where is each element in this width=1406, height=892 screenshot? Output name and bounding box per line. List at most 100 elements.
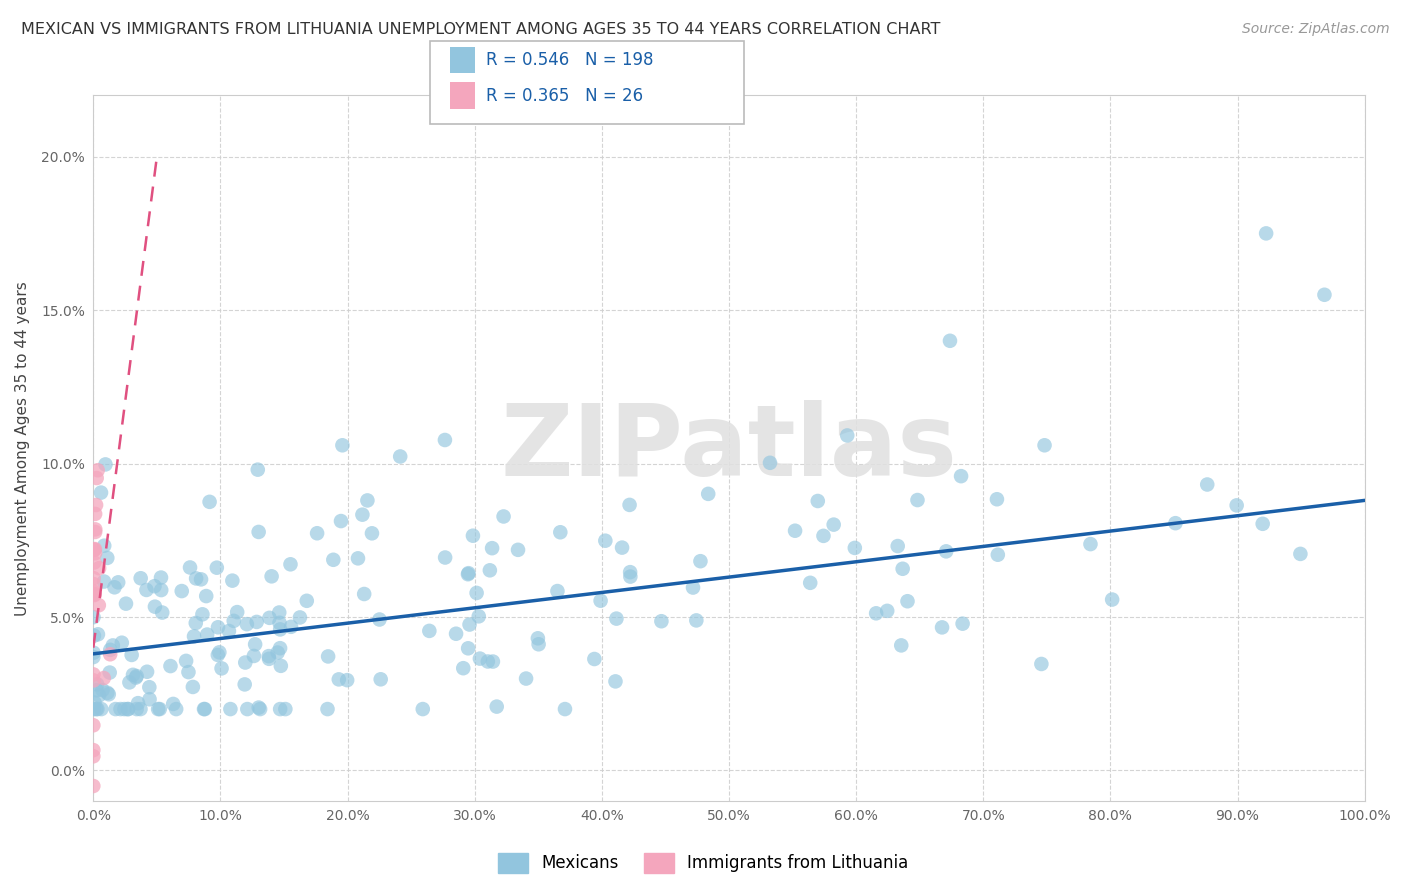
Mexicans (83, 646, 105, 660)
Mexicans (222, 614, 245, 628)
Mexicans (82, 650, 104, 665)
Mexicans (150, 570, 173, 584)
Mexicans (952, 616, 974, 631)
Mexicans (697, 487, 720, 501)
Mexicans (1080, 537, 1102, 551)
Mexicans (125, 671, 148, 685)
Mexicans (249, 702, 271, 716)
Mexicans (844, 541, 866, 555)
Mexicans (783, 524, 806, 538)
Mexicans (269, 623, 291, 637)
Mexicans (149, 702, 172, 716)
Mexicans (112, 702, 135, 716)
Mexicans (101, 639, 124, 653)
Mexicans (143, 599, 166, 614)
Mexicans (107, 575, 129, 590)
Mexicans (481, 541, 503, 556)
Mexicans (950, 469, 973, 483)
Mexicans (179, 560, 201, 574)
Mexicans (935, 544, 957, 558)
Mexicans (987, 548, 1010, 562)
Mexicans (246, 615, 269, 629)
Mexicans (170, 584, 193, 599)
Mexicans (247, 700, 270, 714)
Immigrants from Lithuania (84, 498, 107, 512)
Mexicans (515, 672, 537, 686)
Mexicans (211, 661, 233, 675)
Mexicans (610, 541, 633, 555)
Mexicans (117, 702, 139, 716)
Mexicans (527, 632, 550, 646)
Mexicans (233, 677, 256, 691)
Y-axis label: Unemployment Among Ages 35 to 44 years: Unemployment Among Ages 35 to 44 years (15, 281, 30, 615)
Mexicans (125, 702, 148, 716)
Mexicans (269, 606, 291, 620)
Mexicans (336, 673, 359, 688)
Mexicans (485, 699, 508, 714)
Immigrants from Lithuania (84, 522, 107, 536)
Mexicans (295, 594, 318, 608)
Mexicans (619, 498, 641, 512)
Immigrants from Lithuania (87, 463, 110, 477)
Immigrants from Lithuania (83, 584, 105, 599)
Mexicans (583, 652, 606, 666)
Mexicans (87, 627, 110, 641)
Mexicans (799, 575, 821, 590)
Mexicans (184, 615, 207, 630)
Mexicans (890, 639, 912, 653)
Mexicans (97, 687, 120, 701)
Mexicans (243, 637, 266, 651)
Mexicans (605, 612, 627, 626)
Mexicans (257, 652, 280, 666)
Mexicans (218, 624, 240, 638)
Mexicans (86, 683, 108, 698)
Mexicans (91, 683, 114, 698)
Mexicans (96, 686, 118, 700)
Mexicans (135, 582, 157, 597)
Mexicans (823, 517, 845, 532)
Mexicans (219, 702, 242, 716)
Mexicans (353, 587, 375, 601)
Mexicans (121, 648, 143, 662)
Mexicans (330, 514, 353, 528)
Immigrants from Lithuania (83, 542, 105, 557)
Mexicans (368, 613, 391, 627)
Mexicans (110, 702, 132, 716)
Mexicans (482, 655, 505, 669)
Mexicans (457, 567, 479, 582)
Mexicans (589, 593, 612, 607)
Immigrants from Lithuania (86, 471, 108, 485)
Mexicans (117, 702, 139, 716)
Mexicans (418, 624, 440, 638)
Mexicans (221, 574, 243, 588)
Legend: Mexicans, Immigrants from Lithuania: Mexicans, Immigrants from Lithuania (491, 847, 915, 880)
Mexicans (458, 617, 481, 632)
Mexicans (434, 550, 457, 565)
Mexicans (159, 659, 181, 673)
Mexicans (115, 597, 138, 611)
Text: MEXICAN VS IMMIGRANTS FROM LITHUANIA UNEMPLOYMENT AMONG AGES 35 TO 44 YEARS CORR: MEXICAN VS IMMIGRANTS FROM LITHUANIA UNE… (21, 22, 941, 37)
Immigrants from Lithuania (83, 673, 105, 688)
Immigrants from Lithuania (82, 667, 104, 681)
Mexicans (1226, 499, 1249, 513)
Mexicans (370, 673, 392, 687)
Mexicans (280, 558, 302, 572)
Mexicans (650, 614, 672, 628)
Mexicans (682, 581, 704, 595)
Mexicans (269, 615, 291, 630)
Mexicans (129, 571, 152, 585)
Mexicans (98, 665, 121, 680)
Mexicans (236, 702, 259, 716)
Immigrants from Lithuania (82, 743, 104, 757)
Mexicans (506, 542, 529, 557)
Mexicans (83, 610, 105, 624)
Mexicans (465, 586, 488, 600)
Mexicans (127, 696, 149, 710)
Mexicans (931, 620, 953, 634)
Mexicans (93, 539, 115, 553)
Immigrants from Lithuania (84, 542, 107, 557)
Mexicans (595, 533, 617, 548)
Mexicans (986, 492, 1008, 507)
Immigrants from Lithuania (83, 542, 105, 557)
Mexicans (174, 654, 197, 668)
